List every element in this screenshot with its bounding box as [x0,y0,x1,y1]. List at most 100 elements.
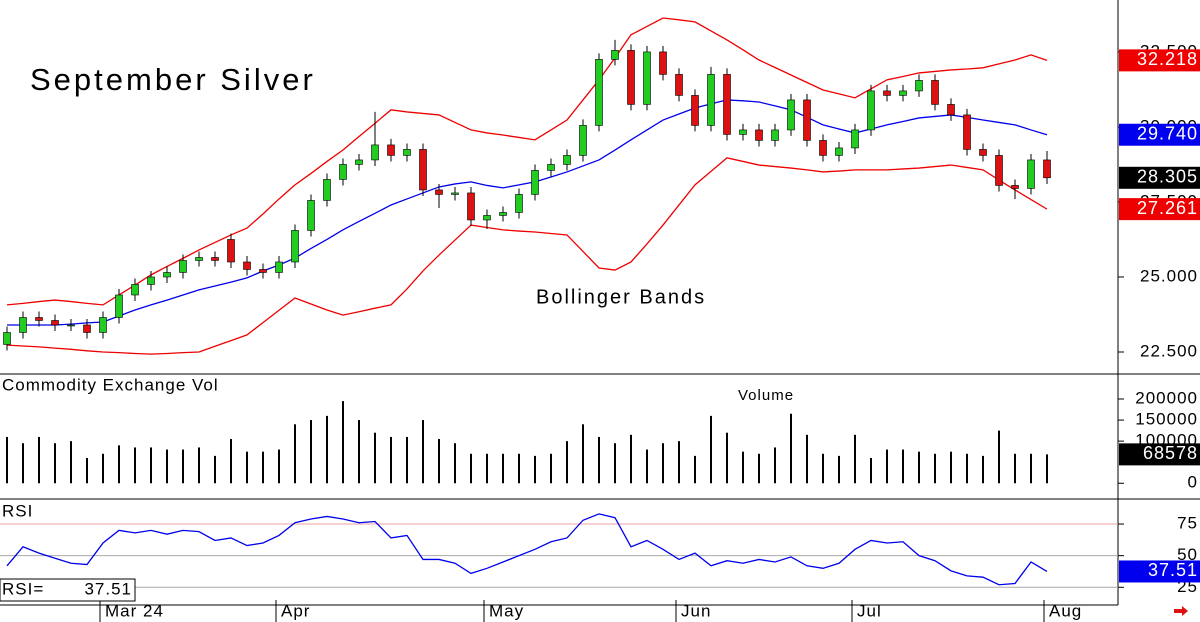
candle-body [323,179,331,201]
chart-title: September Silver [30,62,316,97]
price-tag [1119,198,1200,221]
candle-body [979,149,987,156]
candle-body [131,284,139,296]
price-tag [1119,560,1200,583]
candle-body [963,114,971,150]
candle-body [1027,159,1035,189]
candle-body [3,332,11,345]
candle-body [899,90,907,96]
candle-body [371,144,379,161]
annotation: Volume [738,387,794,404]
x-tick-label: Aug [1049,601,1082,620]
candle-body [819,140,827,156]
y-tick-label: 25.000 [1140,266,1198,285]
y-tick-label: 0 [1188,473,1198,492]
y-tick-label: 150000 [1135,410,1198,429]
candle-body [51,320,59,326]
candle-body [931,80,939,105]
candle-body [227,239,235,263]
panel-title: RSI [2,501,33,520]
price-tag-label: 32.218 [1137,49,1198,69]
candle-body [691,95,699,126]
candle-body [355,159,363,165]
candle-body [67,324,75,327]
candle-body [387,144,395,156]
price-tag [1119,443,1200,466]
candle-body [627,50,635,105]
rsi-line [6,513,1048,586]
candle-body [275,261,283,273]
y-tick-label: 75 [1177,514,1198,533]
candle-body [19,317,27,333]
candle-body [739,129,747,135]
candle-body [851,129,859,149]
candle-body [723,74,731,135]
candle-body [707,74,715,126]
x-tick-label: Mar 24 [105,601,164,620]
x-tick-label: May [489,601,524,620]
candle-body [771,129,779,141]
candle-body [867,90,875,131]
candle-body [147,276,155,285]
candle-body [35,317,43,321]
candle-body [995,155,1003,186]
candle-body [195,257,203,261]
candle-body [1043,159,1051,179]
candle-body [915,80,923,92]
bollinger-band [6,157,1048,355]
price-tag-label: 27.261 [1137,198,1198,218]
price-tag-label: 29.740 [1137,123,1198,143]
candle-body [611,50,619,60]
candle-body [115,294,123,318]
candle-body [883,90,891,96]
candle-body [563,155,571,165]
candle-body [339,164,347,180]
bollinger-band [6,17,1048,306]
candle-body [835,147,843,156]
candle-body [579,125,587,156]
candle-body [1011,185,1019,189]
price-tag-label: 68578 [1143,443,1198,463]
rsi-box-label: RSI= [2,579,44,598]
candle-body [659,51,667,75]
candle-body [531,170,539,195]
annotation: Bollinger Bands [536,286,706,308]
candle-body [675,74,683,96]
candle-body [435,189,443,195]
y-tick-label: 200000 [1135,388,1198,407]
price-tag [1119,166,1200,189]
candle-body [291,230,299,263]
price-tag [1119,123,1200,146]
candle-body [451,192,459,195]
candle-body [179,260,187,273]
candle-body [515,194,523,213]
candle-body [419,149,427,191]
y-tick-label: 50 [1177,545,1198,564]
candle-body [643,51,651,105]
y-tick-label: 22.500 [1140,341,1198,360]
scroll-arrow[interactable] [1174,606,1188,616]
candle-body [483,215,491,221]
candle-body [947,104,955,116]
candle-body [83,324,91,333]
candle-body [595,59,603,126]
price-tag [1119,49,1200,72]
candle-body [259,269,267,273]
price-tag-label: 28.305 [1137,167,1198,187]
candle-body [307,200,315,231]
candle-body [499,212,507,216]
panel-title: Commodity Exchange Vol [2,375,219,394]
candle-body [99,317,107,333]
candle-body [467,192,475,221]
bollinger-band [7,99,1048,326]
x-tick-label: Jul [857,601,882,620]
candle-body [547,164,555,171]
candle-body [755,129,763,141]
price-tag-label: 37.51 [1148,560,1198,580]
rsi-box-value: 37.51 [84,579,132,598]
x-tick-label: Apr [281,601,310,620]
x-tick-label: Jun [681,601,711,620]
candle-body [803,99,811,141]
candle-body [403,149,411,156]
